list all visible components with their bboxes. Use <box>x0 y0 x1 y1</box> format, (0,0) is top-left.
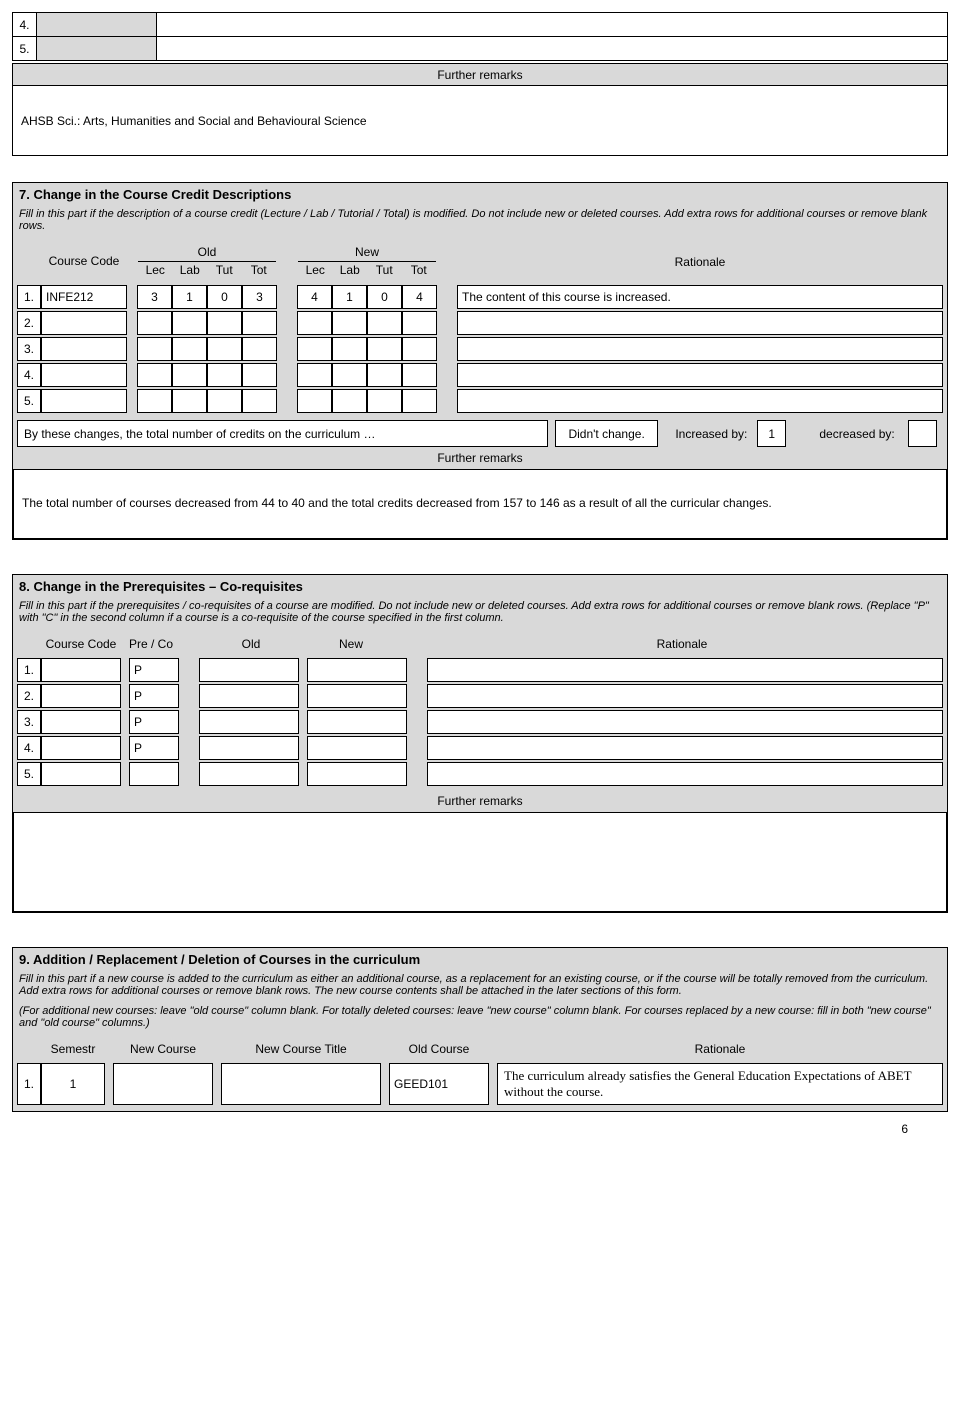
summary-text: By these changes, the total number of cr… <box>18 421 548 447</box>
table-row: 1.1GEED101The curriculum already satisfi… <box>17 1063 943 1105</box>
further-remarks-label: Further remarks <box>13 447 948 469</box>
table-row: 1.P <box>17 658 943 682</box>
sec7-title: 7. Change in the Course Credit Descripti… <box>13 183 948 207</box>
sec9-title: 9. Addition / Replacement / Deletion of … <box>13 948 948 972</box>
sec8-desc: Fill in this part if the prerequisites /… <box>13 598 948 630</box>
row-num: 5. <box>13 37 37 61</box>
sec8-remarks-box[interactable] <box>13 812 947 912</box>
sec8-title: 8. Change in the Prerequisites – Co-requ… <box>13 575 948 599</box>
sec9-desc1: Fill in this part if a new course is add… <box>13 971 948 1003</box>
further-remarks-header: Further remarks <box>13 64 948 86</box>
head-course-code: Course Code <box>41 244 127 279</box>
table-row: 4.P <box>17 736 943 760</box>
sec7-desc: Fill in this part if the description of … <box>13 206 948 238</box>
didnt-change: Didn't change. <box>556 421 658 447</box>
decreased-value[interactable] <box>908 421 937 447</box>
table-row: 5. <box>17 389 943 413</box>
row-num: 4. <box>13 13 37 37</box>
cell[interactable] <box>37 13 157 37</box>
table-row: 2.P <box>17 684 943 708</box>
table-row: 3.P <box>17 710 943 734</box>
table-row: 4. <box>17 363 943 387</box>
table-row: 1.INFE21231034104The content of this cou… <box>17 285 943 309</box>
table-row: 3. <box>17 337 943 361</box>
increased-label: Increased by: <box>666 421 758 447</box>
cell[interactable] <box>157 13 948 37</box>
increased-value: 1 <box>757 421 786 447</box>
cell[interactable] <box>157 37 948 61</box>
section-7: 7. Change in the Course Credit Descripti… <box>12 182 948 540</box>
table-row: 2. <box>17 311 943 335</box>
further-remarks-label: Further remarks <box>13 790 948 812</box>
head-new: New <box>298 245 436 262</box>
head-old: Old <box>138 245 276 262</box>
top-block: 4. 5. <box>12 12 948 61</box>
ahsb-text: AHSB Sci.: Arts, Humanities and Social a… <box>13 86 948 156</box>
sec7-remarks: The total number of courses decreased fr… <box>13 469 947 539</box>
decreased-label: decreased by: <box>806 421 908 447</box>
head-rationale: Rationale <box>457 244 943 279</box>
cell[interactable] <box>37 37 157 61</box>
sec9-desc2: (For additional new courses: leave "old … <box>13 1003 948 1035</box>
page-number: 6 <box>12 1116 948 1136</box>
table-row: 5. <box>17 762 943 786</box>
section-8: 8. Change in the Prerequisites – Co-requ… <box>12 574 948 913</box>
section-9: 9. Addition / Replacement / Deletion of … <box>12 947 948 1112</box>
